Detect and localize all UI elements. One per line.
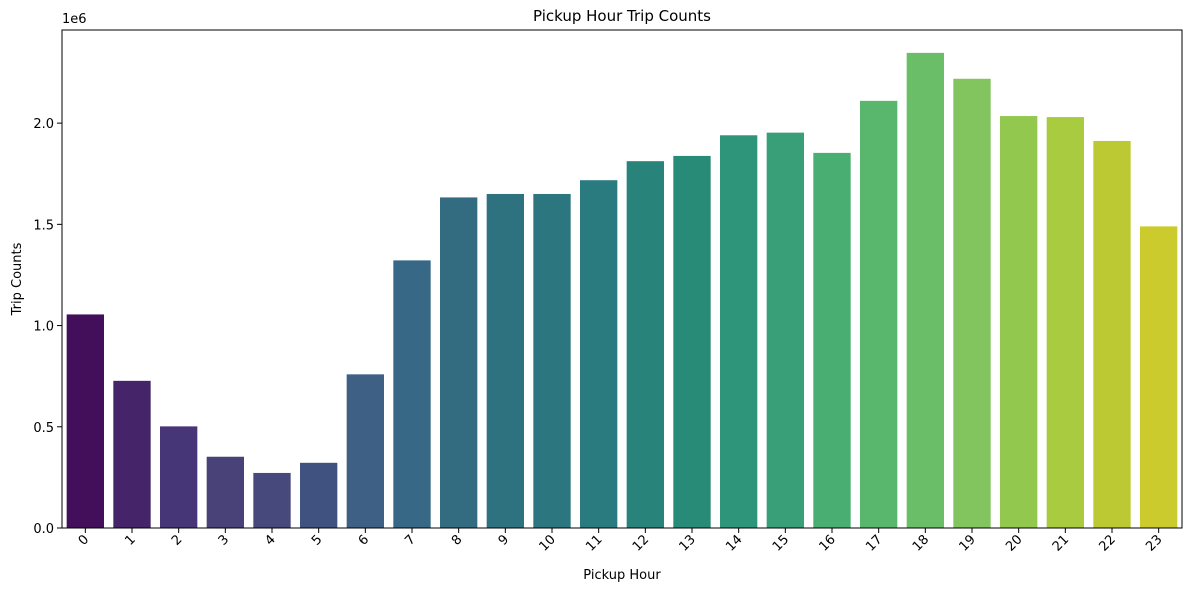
x-tick-label: 7	[402, 532, 418, 548]
x-tick-label: 3	[216, 532, 232, 548]
x-tick-label: 2	[169, 532, 185, 548]
bar-hour-10	[533, 193, 571, 529]
bar-hour-4	[253, 472, 291, 528]
x-axis-ticks: 0 1 2 3 4 5 6 7 8 9 10 11 12 13 14 15 16 17 18 19 20 21 22 23	[76, 528, 1165, 555]
bar-hour-21	[1046, 117, 1084, 529]
x-tick-label: 23	[1143, 532, 1165, 554]
x-tick-label: 1	[122, 532, 138, 548]
y-tick-label: 1.5	[33, 218, 54, 233]
y-offset-label: 1e6	[62, 12, 87, 27]
bar-hour-22	[1093, 140, 1131, 528]
bar-hour-2	[160, 426, 198, 528]
x-tick-label: 12	[630, 532, 652, 554]
x-tick-label: 9	[496, 532, 512, 548]
bar-hour-16	[813, 152, 851, 528]
x-tick-label: 20	[1003, 532, 1025, 554]
x-tick-label: 16	[817, 532, 839, 554]
bar-hour-15	[766, 132, 804, 528]
bar-hour-14	[720, 135, 758, 528]
bars-group	[66, 52, 1178, 529]
bar-hour-23	[1140, 226, 1178, 528]
x-axis-label: Pickup Hour	[583, 568, 661, 583]
y-axis-ticks: 0.0 0.5 1.0 1.5 2.0	[33, 117, 62, 537]
x-tick-label: 8	[449, 532, 465, 548]
bar-hour-0	[66, 314, 104, 528]
y-tick-label: 2.0	[33, 117, 54, 132]
bar-hour-3	[206, 456, 244, 528]
bar-hour-12	[626, 161, 664, 528]
bar-hour-11	[580, 180, 618, 528]
x-tick-label: 17	[863, 532, 885, 554]
x-tick-label: 0	[76, 532, 92, 548]
bar-hour-6	[346, 374, 384, 528]
x-tick-label: 21	[1050, 532, 1072, 554]
y-tick-label: 1.0	[33, 320, 54, 335]
x-tick-label: 4	[262, 532, 278, 548]
chart-title: Pickup Hour Trip Counts	[533, 7, 711, 25]
x-tick-label: 13	[677, 532, 699, 554]
bar-hour-1	[113, 380, 151, 528]
y-tick-label: 0.0	[33, 522, 54, 537]
bar-hour-18	[906, 52, 944, 528]
x-tick-label: 18	[910, 532, 932, 554]
plot-frame	[61, 29, 1183, 529]
x-tick-label: 5	[309, 532, 325, 548]
bar-hour-7	[393, 260, 431, 528]
bar-hour-17	[860, 100, 898, 528]
bar-hour-19	[953, 78, 991, 528]
bar-hour-8	[440, 197, 478, 529]
x-tick-label: 10	[537, 532, 559, 554]
x-tick-label: 15	[770, 532, 792, 554]
x-tick-label: 19	[957, 532, 979, 554]
bar-hour-9	[486, 193, 524, 529]
x-tick-label: 22	[1097, 532, 1119, 554]
x-tick-label: 14	[723, 532, 745, 554]
bar-hour-5	[300, 462, 338, 528]
y-tick-label: 0.5	[33, 421, 54, 436]
x-tick-label: 11	[583, 532, 605, 554]
bar-hour-13	[673, 155, 711, 529]
x-tick-label: 6	[356, 532, 372, 548]
y-axis-label: Trip Counts	[10, 242, 25, 316]
bar-hour-20	[1000, 116, 1038, 528]
